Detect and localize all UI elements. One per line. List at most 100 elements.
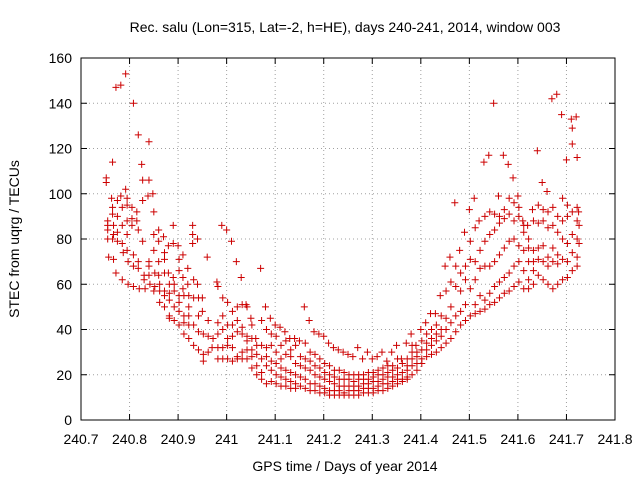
data-point (110, 255, 118, 263)
data-point (128, 215, 136, 223)
data-point (520, 228, 528, 236)
data-point (480, 158, 488, 166)
data-point (393, 341, 401, 349)
y-tick-label: 60 (56, 276, 72, 292)
data-point (223, 226, 231, 234)
data-point (110, 230, 118, 238)
data-point (389, 382, 397, 390)
data-point (573, 262, 581, 270)
data-point (495, 219, 503, 227)
data-point (379, 364, 387, 372)
data-point (190, 321, 198, 329)
data-point (418, 337, 426, 345)
data-point (534, 244, 542, 252)
x-axis-title: GPS time / Days of year 2014 (252, 458, 437, 474)
data-point (292, 341, 300, 349)
data-point (277, 373, 285, 381)
data-point (109, 210, 117, 218)
data-point (456, 246, 464, 254)
data-point (184, 264, 192, 272)
data-point (139, 197, 147, 205)
data-point (457, 307, 465, 315)
data-point (164, 242, 172, 250)
data-point (219, 326, 227, 333)
data-point (452, 312, 460, 320)
data-point (452, 262, 460, 270)
data-point (447, 319, 455, 327)
data-point (228, 344, 236, 352)
data-point (123, 194, 131, 202)
y-tick-label: 140 (49, 95, 73, 111)
data-point (282, 350, 290, 358)
data-point (179, 251, 187, 259)
data-point (505, 237, 513, 245)
data-point (233, 303, 241, 311)
data-point (510, 283, 518, 291)
data-point (151, 283, 159, 291)
data-point (277, 355, 285, 363)
data-point (417, 326, 425, 333)
data-point (277, 341, 285, 349)
data-point (150, 230, 158, 238)
data-point (486, 289, 494, 297)
data-point (243, 337, 251, 345)
data-point (520, 267, 528, 275)
data-point (198, 294, 206, 302)
data-point (422, 319, 430, 327)
data-point (476, 292, 484, 300)
data-point (432, 337, 440, 345)
data-point (118, 276, 126, 284)
data-point (394, 364, 402, 372)
data-point (330, 373, 338, 381)
data-point (442, 314, 450, 322)
data-point (466, 312, 474, 320)
data-point (544, 262, 552, 270)
data-point (140, 276, 148, 284)
data-point (133, 217, 141, 225)
data-point (495, 251, 503, 259)
data-point (329, 344, 337, 352)
y-tick-label: 100 (49, 186, 73, 202)
data-point (248, 353, 256, 361)
x-tick-label: 241.3 (355, 431, 390, 447)
data-point (505, 194, 513, 202)
data-point (326, 378, 334, 386)
data-point (228, 321, 236, 329)
data-point (457, 269, 465, 277)
data-point (218, 221, 226, 229)
data-point (486, 301, 494, 309)
data-point (185, 292, 193, 300)
data-point (407, 330, 415, 338)
data-point (155, 226, 163, 234)
data-point (524, 221, 532, 229)
data-point (123, 230, 131, 238)
data-point (529, 267, 537, 275)
data-point (509, 174, 517, 182)
data-point (156, 280, 164, 288)
data-point (113, 228, 121, 236)
data-point (461, 262, 469, 270)
data-point (471, 276, 479, 284)
data-point (228, 332, 236, 340)
data-point (257, 264, 265, 272)
data-point (179, 285, 187, 293)
data-point (194, 346, 202, 354)
data-point (441, 262, 449, 270)
data-point (383, 357, 391, 365)
data-point (301, 364, 309, 372)
data-point (490, 99, 498, 107)
data-point (112, 269, 120, 277)
data-point (321, 368, 329, 376)
data-point (447, 335, 455, 343)
data-point (427, 350, 435, 358)
data-point (306, 366, 314, 374)
data-point (559, 276, 567, 284)
data-point (124, 258, 132, 266)
data-point (442, 287, 450, 295)
data-point (301, 339, 309, 347)
data-point (549, 221, 557, 229)
data-point (525, 276, 533, 284)
data-point (122, 70, 130, 78)
data-point (413, 353, 421, 361)
data-point (544, 253, 552, 261)
